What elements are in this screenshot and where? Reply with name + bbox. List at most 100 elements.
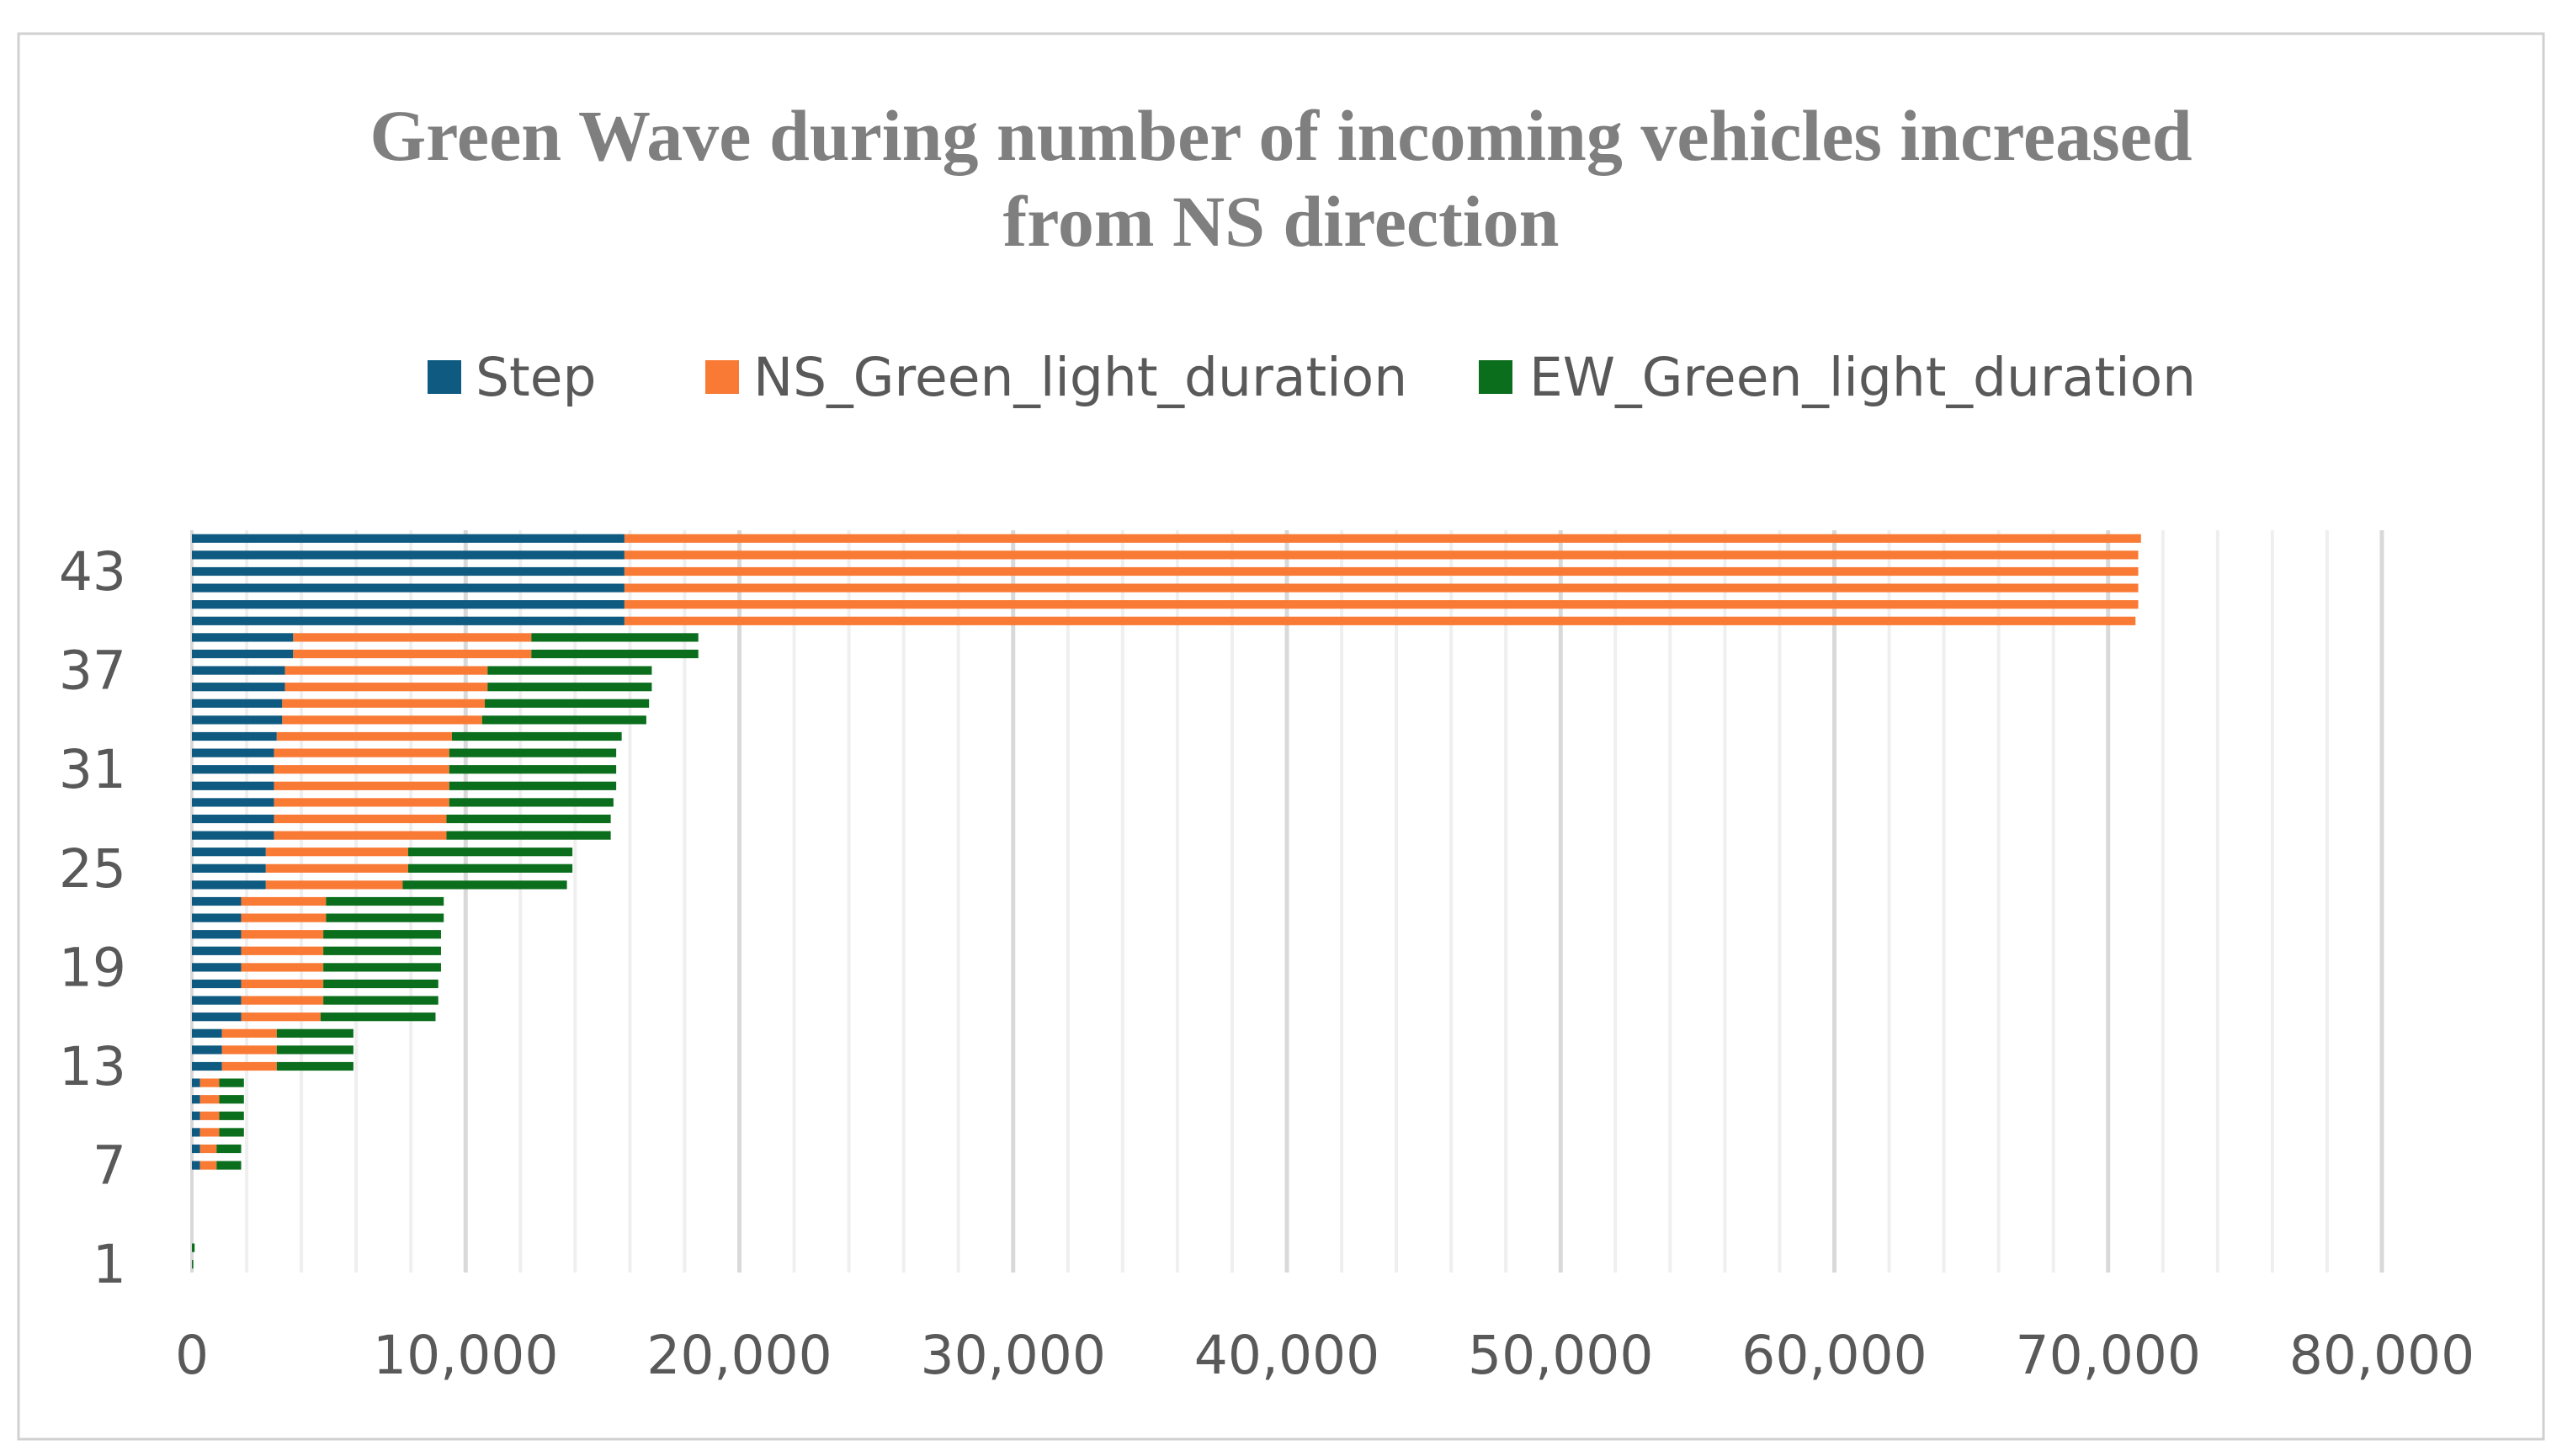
bar-ns-21 [241,930,324,939]
y-tick-label: 37 [59,640,126,702]
x-tick-label: 50,000 [1468,1325,1653,1386]
bar-step-39 [192,633,294,642]
bar-ns-22 [241,913,327,922]
chart-title-line-1: Green Wave during number of incoming veh… [369,95,2192,176]
chart-title-line-2: from NS direction [1003,181,1560,262]
bar-step-42 [192,583,625,592]
bar-step-35 [192,699,283,708]
bar-step-19 [192,963,242,972]
chart-frame [17,32,2545,1441]
bar-step-7 [192,1161,200,1170]
legend-label-ew: EW_Green_light_duration [1529,347,2196,408]
bar-ns-43 [624,566,2139,577]
bar-ns-15 [221,1028,277,1038]
bar-ns-7 [199,1161,217,1170]
bar-ew-16 [320,1012,436,1022]
bar-ns-36 [284,683,488,692]
bar-ns-17 [241,996,324,1005]
bar-ew-33 [451,731,622,741]
bar-ns-25 [265,864,408,873]
bar-ew-39 [531,633,699,642]
bar-step-23 [192,896,242,906]
bar-ew-26 [407,848,573,857]
bar-step-28 [192,814,274,824]
x-tick-label: 60,000 [1741,1325,1927,1386]
bar-ns-10 [199,1111,220,1120]
bar-ew-27 [446,831,611,840]
bar-ns-38 [293,649,532,659]
bar-step-43 [192,566,625,577]
bar-step-45 [192,534,625,543]
x-axis-tick-labels: 0 10,000 20,000 30,000 40,000 50,000 60,000 70,… [175,1325,2474,1386]
bar-ns-16 [241,1012,321,1022]
bar-ns-26 [265,848,408,857]
y-tick-label: 43 [59,541,126,603]
bar-ns-41 [624,600,2139,609]
bar-step-17 [192,996,242,1005]
bar-ns-9 [199,1128,220,1137]
bar-step-29 [192,798,274,807]
bar-step-36 [192,683,285,692]
bar-ew-29 [449,798,614,807]
bar-ns-32 [274,748,449,757]
bar-ew-23 [326,896,444,906]
bar-ns-14 [221,1045,277,1055]
bar-ew-32 [449,748,617,757]
legend-swatch-step [428,360,461,394]
y-tick-label: 1 [93,1234,126,1295]
bar-ns-33 [276,731,452,741]
bar-step-27 [192,831,274,840]
y-tick-label: 13 [59,1036,126,1097]
bar-ns-8 [199,1144,217,1154]
bar-ew-14 [276,1045,353,1055]
bar-ew-18 [323,979,439,989]
bar-ew-35 [485,699,650,708]
bar-ew-34 [481,715,646,725]
bar-ns-20 [241,946,324,955]
bar-marks [192,534,2141,1269]
bar-ns-40 [624,616,2136,625]
bar-step-38 [192,649,294,659]
legend-item-ns[interactable]: NS_Green_light_duration [705,347,1407,408]
bar-ew-9 [219,1128,244,1137]
x-tick-label: 20,000 [646,1325,832,1386]
bar-step-40 [192,616,625,625]
bar-ew-31 [449,765,617,774]
bar-ew-21 [323,930,441,939]
bar-ns-29 [274,798,449,807]
bar-step-15 [192,1028,222,1038]
legend-swatch-ns [705,360,739,394]
bar-ew-10 [219,1111,244,1120]
bar-step-30 [192,781,274,790]
bar-ew-24 [402,880,567,890]
bar-step-34 [192,715,283,725]
bar-ew-22 [326,913,444,922]
bar-step-26 [192,848,266,857]
bar-ns-27 [274,831,447,840]
bar-ew-12 [219,1078,244,1087]
bar-step-37 [192,666,285,675]
bar-step-8 [192,1144,200,1154]
legend-item-ew[interactable]: EW_Green_light_duration [1479,347,2196,408]
bar-step-32 [192,748,274,757]
bar-ns-18 [241,979,324,989]
bar-ew-13 [276,1061,353,1071]
grid-lines [190,530,2384,1273]
x-tick-label: 0 [175,1325,209,1386]
bar-ns-12 [199,1078,220,1087]
bar-ew-37 [487,666,652,675]
bar-ew-28 [446,814,611,824]
legend-item-step[interactable]: Step [428,347,596,408]
bar-ew-30 [449,781,617,790]
x-tick-label: 40,000 [1194,1325,1379,1386]
bar-step-33 [192,731,277,741]
legend-label-ns: NS_Green_light_duration [753,347,1407,408]
bar-step-24 [192,880,266,890]
bar-ew-38 [531,649,699,659]
y-axis-tick-labels: 1 7 13 19 25 31 37 43 [59,541,126,1295]
bar-ns-23 [241,896,327,906]
y-tick-label: 31 [59,739,126,800]
bar-step-16 [192,1012,242,1022]
bar-ns-35 [282,699,486,708]
